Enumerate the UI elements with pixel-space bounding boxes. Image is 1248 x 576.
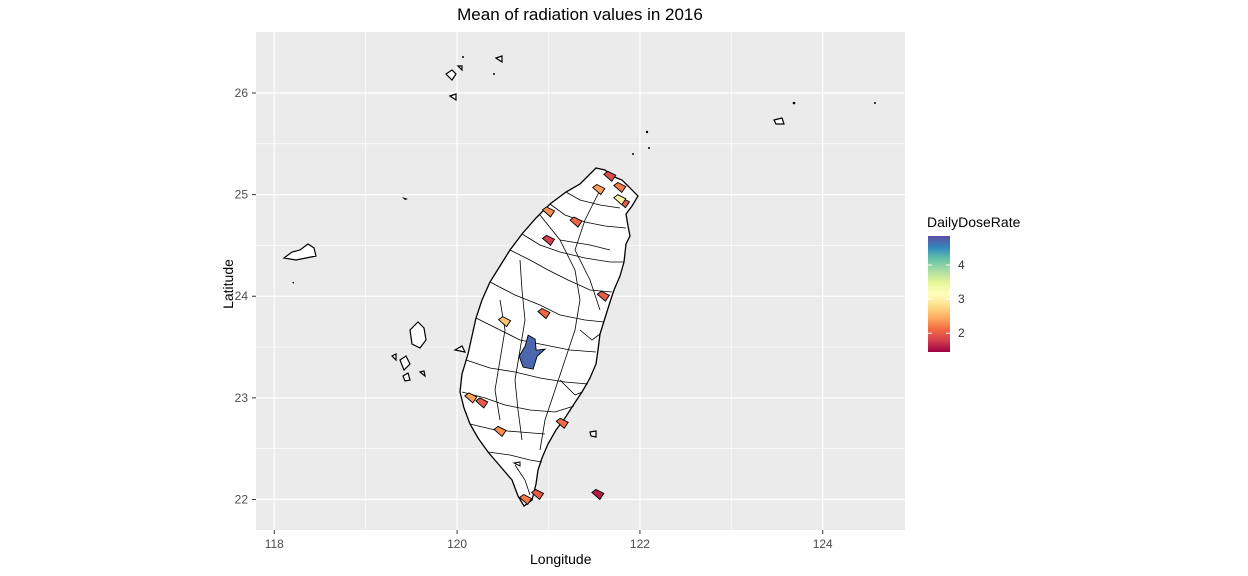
y-tick-label: 23 <box>235 391 249 405</box>
y-axis-ticks: 22 23 24 25 26 <box>235 86 256 507</box>
legend-colorbar: 2 3 4 <box>928 236 965 352</box>
x-axis-ticks: 118 120 122 124 <box>265 530 833 551</box>
y-tick-label: 26 <box>235 86 249 100</box>
dose-region <box>530 488 545 501</box>
dose-region <box>569 216 583 228</box>
legend-title: DailyDoseRate <box>927 214 1021 230</box>
x-tick-label: 118 <box>265 537 284 551</box>
x-tick-label: 122 <box>630 537 650 551</box>
dose-region <box>475 397 489 409</box>
colorbar-label: 3 <box>958 292 965 306</box>
main-island <box>459 167 639 507</box>
dose-region <box>518 334 547 370</box>
dose-region <box>518 493 533 506</box>
dose-region <box>497 316 512 328</box>
x-axis-label: Longitude <box>530 551 592 567</box>
dose-region <box>541 206 556 218</box>
x-tick-label: 120 <box>447 537 467 551</box>
y-tick-label: 22 <box>235 493 249 507</box>
dose-region <box>592 184 606 196</box>
dose-region <box>613 194 627 206</box>
colorbar-label: 2 <box>958 326 965 340</box>
colorbar-label: 4 <box>958 258 965 272</box>
map-title: Mean of radiation values in 2016 <box>457 5 703 24</box>
dose-region <box>555 417 569 429</box>
dose-region <box>613 181 627 194</box>
colorbar <box>928 236 950 352</box>
dose-region <box>493 425 507 438</box>
dose-region <box>596 290 611 302</box>
x-tick-label: 124 <box>813 537 833 551</box>
dose-region <box>464 392 478 404</box>
dose-rate-regions <box>464 170 631 506</box>
taiwan-landmass <box>282 55 876 507</box>
dose-region <box>541 234 556 247</box>
y-tick-label: 25 <box>235 188 249 202</box>
dose-region <box>537 307 551 320</box>
dose-region <box>603 170 617 182</box>
dose-region <box>591 488 605 501</box>
y-tick-label: 24 <box>235 289 249 303</box>
